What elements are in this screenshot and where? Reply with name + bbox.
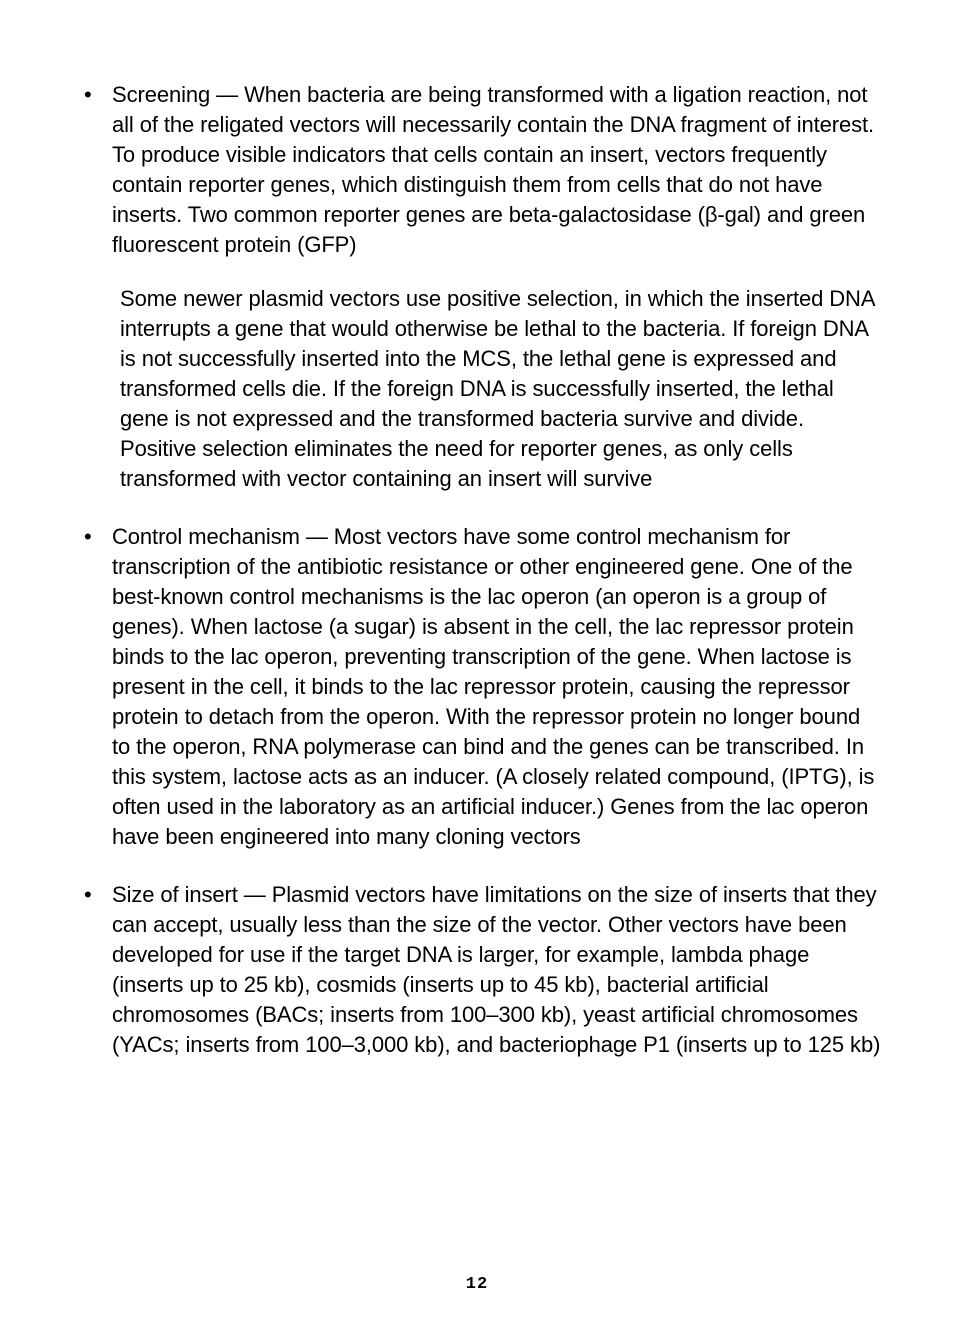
page-number: 12 — [0, 1275, 954, 1294]
bullet-icon: • — [84, 80, 92, 110]
bullet-icon: • — [84, 880, 92, 910]
bullet-list: • Screening — When bacteria are being tr… — [70, 80, 884, 1060]
bullet-icon: • — [84, 522, 92, 552]
screening-paragraph-2: Some newer plasmid vectors use positive … — [112, 284, 884, 494]
screening-paragraph-1: Screening — When bacteria are being tran… — [112, 80, 884, 260]
control-paragraph: Control mechanism — Most vectors have so… — [112, 522, 884, 852]
size-paragraph: Size of insert — Plasmid vectors have li… — [112, 880, 884, 1060]
list-item-size: • Size of insert — Plasmid vectors have … — [70, 880, 884, 1060]
list-item-control: • Control mechanism — Most vectors have … — [70, 522, 884, 852]
list-item-screening: • Screening — When bacteria are being tr… — [70, 80, 884, 494]
